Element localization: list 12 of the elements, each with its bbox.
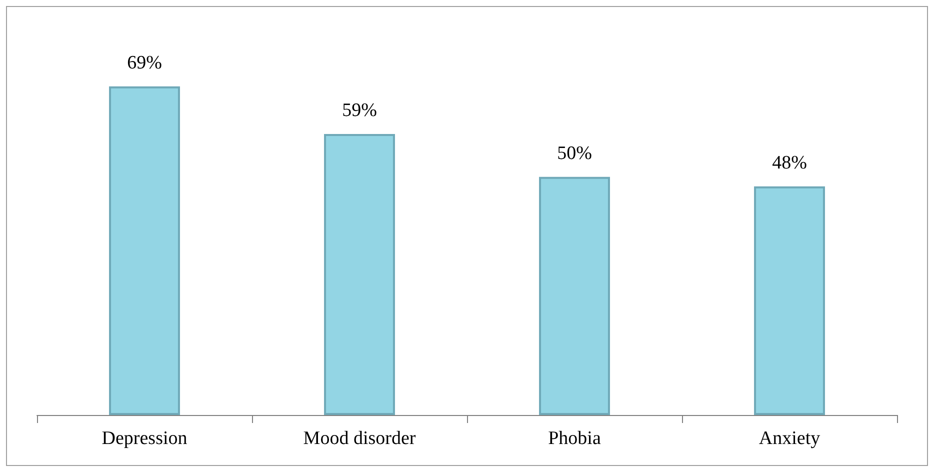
bar bbox=[324, 134, 395, 415]
x-tick-label: Depression bbox=[102, 428, 188, 449]
x-tick-label: Anxiety bbox=[758, 428, 821, 449]
x-tick-label: Phobia bbox=[548, 428, 602, 449]
data-label: 59% bbox=[342, 100, 378, 122]
data-label: 48% bbox=[772, 152, 808, 174]
x-tick-label: Mood disorder bbox=[303, 428, 416, 449]
data-label: 50% bbox=[557, 142, 592, 164]
data-label: 69% bbox=[127, 52, 162, 74]
bar bbox=[109, 86, 180, 415]
bar bbox=[539, 176, 610, 415]
bar bbox=[754, 186, 825, 415]
